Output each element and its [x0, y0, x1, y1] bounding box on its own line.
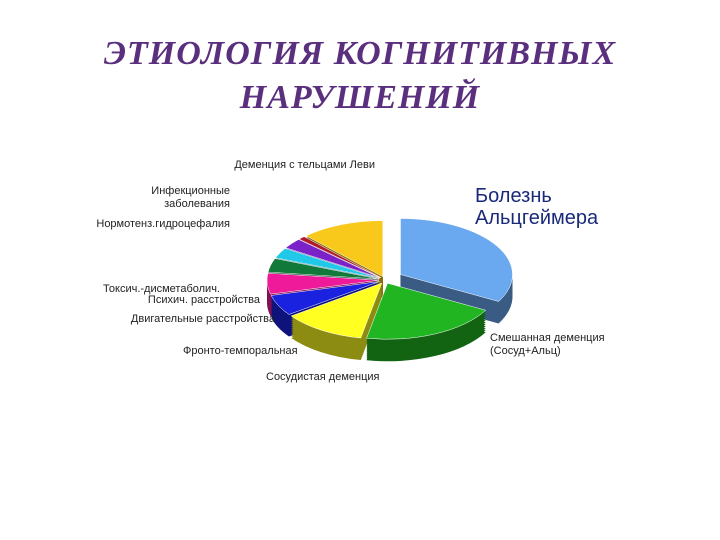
pie-slice — [366, 282, 487, 340]
chart-title: ЭТИОЛОГИЯ КОГНИТИВНЫХ НАРУШЕНИЙ — [103, 35, 617, 116]
slice-label: Токсич.-дисметаболич. — [103, 283, 220, 295]
slice-label: Сосудистая деменция — [266, 371, 380, 383]
pie-slice — [400, 218, 513, 302]
pie-slice — [266, 272, 380, 295]
slice-label: Болезнь Альцгеймера — [475, 185, 599, 229]
pie-slice — [270, 281, 380, 315]
pie-slice — [298, 236, 381, 278]
pie-slice — [275, 248, 380, 279]
slice-label: Двигательные расстройства — [130, 313, 275, 325]
slice-label: Смешанная деменция (Сосуд+Альц) — [490, 332, 605, 357]
pie-slice — [267, 258, 380, 280]
pie-slice — [305, 220, 384, 278]
slice-label: Нормотенз.гидроцефалия — [96, 218, 230, 230]
slice-label: Фронто-темпоральная — [183, 345, 298, 357]
slice-label: Деменция с тельцами Леви — [234, 159, 375, 171]
slice-label: Инфекционные заболевания — [151, 185, 230, 210]
slice-label: Психич. расстройства — [147, 294, 260, 306]
pie-slice — [285, 239, 381, 279]
pie-slice — [290, 282, 383, 339]
